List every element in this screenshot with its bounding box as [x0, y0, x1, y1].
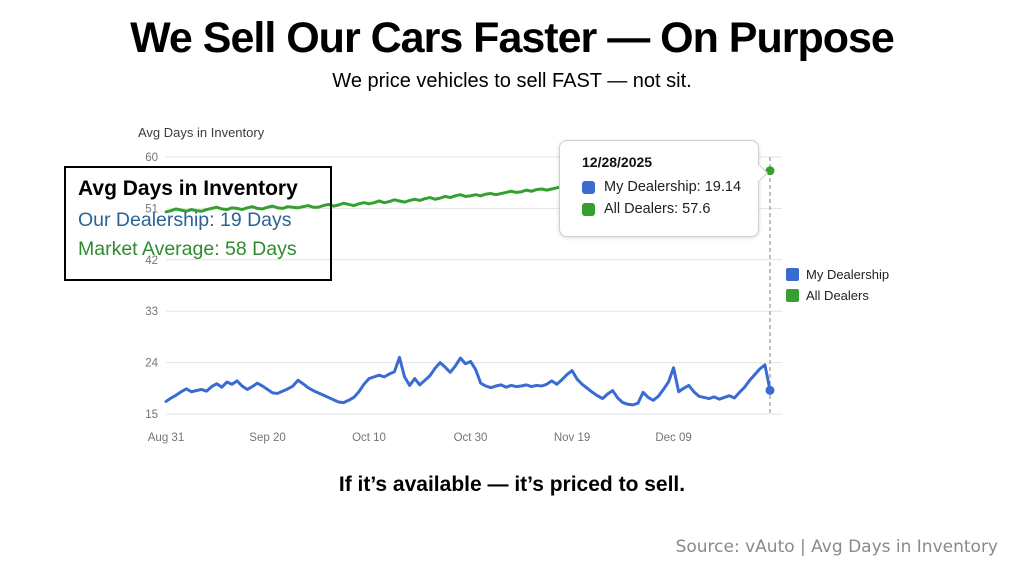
slide-subtitle: We price vehicles to sell FAST — not sit…: [332, 70, 692, 92]
series-line: [164, 355, 772, 407]
chart-tooltip: 12/28/2025 My Dealership: 19.14 All Deale…: [559, 140, 768, 237]
chart-legend: My Dealership All Dealers: [786, 264, 889, 306]
series-swatch-icon: [582, 202, 595, 216]
source-caption: Source: vAuto | Avg Days in Inventory: [675, 537, 998, 557]
y-tick-label: 51: [145, 203, 158, 215]
y-tick-label: 15: [145, 409, 158, 421]
x-tick-label: Dec 09: [655, 432, 691, 444]
x-tick-label: Oct 30: [454, 432, 488, 444]
tooltip-date: 12/28/2025: [582, 154, 653, 170]
x-tick-label: Sep 20: [249, 432, 285, 444]
y-tick-label: 33: [145, 306, 158, 318]
x-tick-label: Nov 19: [554, 432, 590, 444]
slide-title: We Sell Our Cars Faster — On Purpose: [130, 14, 895, 62]
y-tick-label: 60: [145, 152, 158, 164]
tooltip-item-label: My Dealership: 19.14: [604, 179, 742, 195]
legend-item: All Dealers: [786, 285, 889, 306]
series-swatch-icon: [582, 180, 595, 194]
series-endpoint-dot: [765, 385, 775, 395]
annotation-line: Our Dealership: 19 Days: [78, 209, 292, 231]
chart-title: Avg Days in Inventory: [138, 125, 265, 140]
y-tick-label: 24: [145, 358, 158, 370]
x-tick-label: Aug 31: [148, 432, 184, 444]
tooltip-item: My Dealership: 19.14: [582, 179, 758, 195]
tooltip-item: All Dealers: 57.6: [582, 201, 758, 217]
annotation-lines: Our Dealership: 19 Days Market Average: 5…: [78, 206, 318, 264]
legend-item: My Dealership: [786, 264, 889, 285]
legend-label: My Dealership: [806, 267, 890, 282]
series-swatch-icon: [786, 268, 799, 281]
statement: If it’s available — it’s priced to sell.: [338, 473, 686, 496]
tooltip-item-label: All Dealers: 57.6: [604, 201, 711, 217]
annotation-line: Market Average: 58 Days: [78, 238, 297, 260]
tooltip-rows: My Dealership: 19.14 All Dealers: 57.6: [582, 179, 758, 217]
annotation-title: Avg Days in Inventory: [78, 177, 298, 200]
legend-label: All Dealers: [806, 288, 869, 303]
series-swatch-icon: [786, 289, 799, 302]
annotation-box: Avg Days in Inventory Our Dealership: 19…: [64, 166, 332, 281]
x-tick-label: Oct 10: [352, 432, 386, 444]
y-tick-label: 42: [145, 255, 158, 267]
